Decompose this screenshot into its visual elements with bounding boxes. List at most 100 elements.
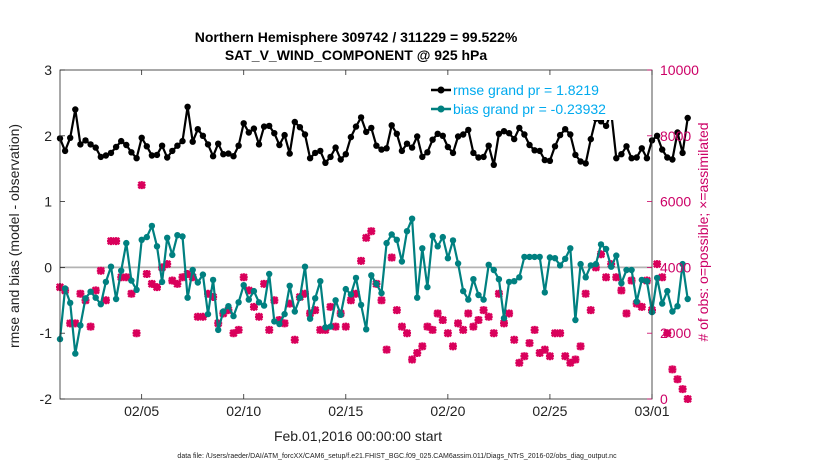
obs-assimilated-marker [203, 289, 213, 298]
obs-assimilated-marker [402, 329, 412, 338]
bias-point [77, 322, 84, 329]
rmse-point [204, 141, 212, 148]
bias-point [133, 286, 140, 293]
chart-title-line2: SAT_V_WIND_COMPONENT @ 925 hPa [225, 47, 488, 63]
obs-assimilated-marker [101, 296, 110, 305]
bias-point [245, 296, 252, 303]
obs-assimilated-marker [260, 279, 269, 288]
bias-point [189, 266, 196, 274]
bias-point [439, 233, 446, 241]
obs-assimilated-marker [367, 227, 376, 236]
bias-point [551, 255, 559, 262]
bias-point [204, 310, 212, 318]
bias-point [633, 298, 640, 305]
rmse-point [633, 154, 640, 161]
bias-point [164, 234, 171, 241]
rmse-point [220, 151, 227, 158]
obs-assimilated-marker [612, 273, 621, 282]
bias-point [618, 280, 625, 287]
rmse-point [556, 131, 564, 139]
rmse-point [77, 141, 84, 148]
y-axis-right-label: # of obs: o=possible; ×=assimilated [695, 122, 711, 341]
obs-assimilated-marker [617, 286, 626, 295]
obs-assimilated-marker [285, 299, 294, 308]
rmse-point [184, 103, 191, 111]
bias-point [500, 314, 508, 322]
obs-assimilated-marker [576, 342, 585, 351]
obs-assimilated-marker [658, 273, 667, 282]
obs-assimilated-marker [520, 352, 529, 361]
rmse-point [189, 138, 196, 145]
bias-point [592, 260, 600, 268]
bias-point [419, 245, 426, 252]
obs-assimilated-marker [91, 286, 100, 295]
rmse-point [582, 160, 589, 167]
rmse-point [638, 145, 645, 152]
obs-assimilated-marker [535, 348, 544, 357]
rmse-point [179, 137, 186, 145]
rmse-point [327, 153, 334, 161]
y-right-tick-label: 0 [660, 391, 668, 407]
obs-assimilated-marker [357, 256, 366, 265]
bias-point [408, 215, 416, 222]
rmse-point [153, 151, 161, 159]
obs-assimilated-marker [183, 269, 192, 279]
bias-point [541, 289, 548, 296]
bias-point [516, 274, 523, 281]
rmse-point [577, 158, 584, 165]
bias-point [352, 274, 360, 282]
obs-assimilated-marker [510, 335, 519, 344]
rmse-point [118, 137, 125, 145]
bias-point [664, 287, 671, 295]
bias-point [567, 245, 574, 252]
obs-assimilated-marker [239, 273, 248, 282]
bias-point [490, 266, 497, 274]
bias-point [312, 295, 319, 302]
bias-point [572, 316, 579, 324]
bias-point [281, 310, 288, 318]
rmse-point [653, 132, 661, 139]
rmse-point [158, 142, 166, 149]
rmse-point [419, 153, 426, 161]
rmse-point [454, 133, 462, 140]
rmse-point [148, 152, 156, 159]
rmse-point [679, 149, 686, 157]
obs-assimilated-marker [530, 325, 539, 334]
rmse-point [383, 145, 390, 152]
bias-point [643, 278, 651, 285]
rmse-point [500, 128, 508, 135]
bias-point [577, 260, 584, 268]
obs-assimilated-marker [316, 325, 325, 334]
bias-point [184, 294, 191, 301]
obs-assimilated-marker [275, 315, 284, 325]
bias-point [322, 324, 329, 331]
rmse-point [342, 151, 349, 158]
obs-assimilated-marker [112, 237, 121, 246]
obs-assimilated-marker [163, 260, 172, 269]
plot-frame [59, 69, 653, 400]
obs-assimilated-marker [178, 273, 187, 282]
rmse-point [398, 147, 406, 155]
rmse-point [378, 146, 385, 153]
bias-point [317, 278, 324, 285]
rmse-point [235, 142, 242, 149]
obs-assimilated-marker [234, 325, 243, 334]
obs-assimilated-marker [499, 319, 509, 328]
bias-point [480, 296, 487, 303]
bias-point [511, 278, 518, 285]
obs-assimilated-marker [86, 322, 95, 331]
bias-point [378, 289, 385, 297]
rmse-point [67, 134, 74, 141]
rmse-point [546, 157, 554, 164]
rmse-point [133, 155, 140, 162]
bias-point [669, 308, 676, 315]
obs-assimilated-marker [505, 309, 514, 318]
bias-point [460, 287, 467, 295]
obs-assimilated-marker [494, 289, 503, 298]
rmse-point [260, 123, 268, 130]
rmse-point [521, 131, 528, 138]
legend-bias-label: bias grand pr = -0.23932 [453, 101, 606, 117]
rmse-point [572, 151, 579, 159]
rmse-point [87, 141, 94, 148]
bias-point [194, 279, 201, 286]
